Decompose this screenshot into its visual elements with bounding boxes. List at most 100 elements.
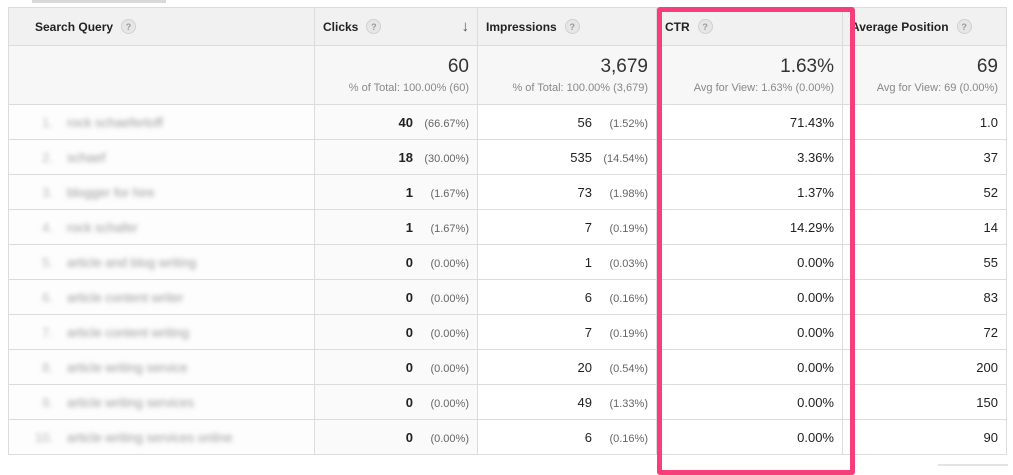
table-row[interactable]: 7. article content writing 0 (0.00%) 7 (0.19%… <box>8 314 1007 350</box>
table-row[interactable]: 6. article content writer 0 (0.00%) 6 (0.16%)… <box>8 279 1007 315</box>
search-query-cell[interactable]: 2. schaef <box>8 139 315 175</box>
help-icon[interactable]: ? <box>564 19 580 34</box>
position-cell: 14 <box>842 209 1007 245</box>
clicks-percent: (1.67%) <box>430 187 469 200</box>
clicks-value: 1 <box>405 219 413 235</box>
table-row[interactable]: 2. schaef 18 (30.00%) 535 (14.54%) 3.36% 37 <box>8 139 1007 175</box>
column-header-impressions[interactable]: Impressions ? <box>477 7 657 46</box>
row-number: 1. <box>42 114 53 130</box>
clicks-cell: 0 (0.00%) <box>314 244 478 280</box>
position-value: 52 <box>983 184 998 200</box>
column-header-average-position[interactable]: Average Position ? <box>842 7 1007 46</box>
totals-label-cell <box>8 45 315 105</box>
impressions-percent: (1.52%) <box>609 117 648 130</box>
column-header-search-query[interactable]: Search Query ? <box>8 7 315 46</box>
impressions-value: 1 <box>584 254 592 270</box>
search-query-link[interactable]: blogger for hire <box>67 184 155 200</box>
clicks-cell: 0 (0.00%) <box>314 279 478 315</box>
search-query-link[interactable]: article writing services online <box>67 429 233 445</box>
help-icon[interactable]: ? <box>366 19 382 34</box>
position-value: 72 <box>983 324 998 340</box>
table-row[interactable]: 9. article writing services 0 (0.00%) 49 (1.3… <box>8 384 1007 420</box>
row-number: 3. <box>42 184 53 200</box>
position-value: 37 <box>983 149 998 165</box>
search-query-link[interactable]: rock schafer <box>67 219 138 235</box>
search-query-link[interactable]: rock schaefertoff <box>67 114 163 130</box>
clicks-percent: (0.00%) <box>430 327 469 340</box>
search-query-cell[interactable]: 8. article writing service <box>8 349 315 385</box>
table-row[interactable]: 1. rock schaefertoff 40 (66.67%) 56 (1.52%) 71… <box>8 104 1007 140</box>
search-query-cell[interactable]: 10. article writing services online <box>8 419 315 455</box>
search-query-cell[interactable]: 6. article content writer <box>8 279 315 315</box>
totals-position-cell: 69 Avg for View: 69 (0.00%) <box>842 45 1007 105</box>
impressions-cell: 6 (0.16%) <box>477 279 657 315</box>
column-label: Clicks <box>323 19 359 34</box>
ctr-value: 0.00% <box>797 254 834 270</box>
clicks-value: 18 <box>398 149 413 165</box>
search-query-link[interactable]: article and blog writing <box>67 254 197 270</box>
header-row: Search Query ? Clicks ? ↓ Impressions ? <box>8 7 1007 46</box>
position-value: 90 <box>983 429 998 445</box>
position-cell: 37 <box>842 139 1007 175</box>
sort-descending-icon[interactable]: ↓ <box>461 18 470 35</box>
impressions-cell: 1 (0.03%) <box>477 244 657 280</box>
table-row[interactable]: 4. rock schafer 1 (1.67%) 7 (0.19%) 14.29% 14 <box>8 209 1007 245</box>
total-position-value: 69 <box>976 56 998 77</box>
impressions-value: 7 <box>584 219 592 235</box>
help-icon[interactable]: ? <box>697 19 713 34</box>
clicks-value: 40 <box>398 114 413 130</box>
position-cell: 83 <box>842 279 1007 315</box>
top-tab-strip <box>32 0 166 3</box>
search-query-table: Search Query ? Clicks ? ↓ Impressions ? <box>8 7 1007 455</box>
clicks-percent: (0.00%) <box>430 397 469 410</box>
table-row[interactable]: 8. article writing service 0 (0.00%) 20 (0.54… <box>8 349 1007 385</box>
clicks-cell: 40 (66.67%) <box>314 104 478 140</box>
ctr-cell: 0.00% <box>656 419 843 455</box>
search-query-link[interactable]: article content writer <box>67 289 184 305</box>
clicks-value: 0 <box>405 324 413 340</box>
table-row[interactable]: 10. article writing services online 0 (0.00… <box>8 419 1007 455</box>
impressions-value: 56 <box>577 114 592 130</box>
position-value: 55 <box>983 254 998 270</box>
impressions-cell: 49 (1.33%) <box>477 384 657 420</box>
search-query-link[interactable]: schaef <box>67 149 106 165</box>
search-query-link[interactable]: article writing services <box>67 394 195 410</box>
totals-clicks-cell: 60 % of Total: 100.00% (60) <box>314 45 478 105</box>
position-value: 200 <box>976 359 998 375</box>
ctr-value: 3.36% <box>797 149 834 165</box>
search-query-cell[interactable]: 7. article content writing <box>8 314 315 350</box>
clicks-value: 0 <box>405 394 413 410</box>
clicks-value: 0 <box>405 429 413 445</box>
impressions-cell: 20 (0.54%) <box>477 349 657 385</box>
position-cell: 55 <box>842 244 1007 280</box>
search-query-cell[interactable]: 5. article and blog writing <box>8 244 315 280</box>
ctr-cell: 14.29% <box>656 209 843 245</box>
help-icon[interactable]: ? <box>121 19 137 34</box>
total-impressions-value: 3,679 <box>600 56 648 77</box>
column-header-ctr[interactable]: CTR ? <box>656 7 843 46</box>
table-row[interactable]: 3. blogger for hire 1 (1.67%) 73 (1.98%) 1.37%… <box>8 174 1007 210</box>
impressions-value: 7 <box>584 324 592 340</box>
impressions-cell: 6 (0.16%) <box>477 419 657 455</box>
clicks-cell: 0 (0.00%) <box>314 419 478 455</box>
ctr-cell: 3.36% <box>656 139 843 175</box>
column-label: Average Position <box>851 19 949 34</box>
impressions-percent: (1.98%) <box>609 187 648 200</box>
totals-row: 60 % of Total: 100.00% (60) 3,679 % of T… <box>8 45 1007 105</box>
search-query-cell[interactable]: 9. article writing services <box>8 384 315 420</box>
table-row[interactable]: 5. article and blog writing 0 (0.00%) 1 (0.03… <box>8 244 1007 280</box>
help-icon[interactable]: ? <box>956 19 972 34</box>
search-query-cell[interactable]: 1. rock schaefertoff <box>8 104 315 140</box>
search-query-cell[interactable]: 3. blogger for hire <box>8 174 315 210</box>
column-label: CTR <box>665 19 690 34</box>
search-query-link[interactable]: article content writing <box>67 324 190 340</box>
search-query-cell[interactable]: 4. rock schafer <box>8 209 315 245</box>
ctr-value: 0.00% <box>797 359 834 375</box>
column-header-clicks[interactable]: Clicks ? ↓ <box>314 7 478 46</box>
clicks-cell: 1 (1.67%) <box>314 174 478 210</box>
position-value: 1.0 <box>979 114 998 130</box>
ctr-cell: 0.00% <box>656 244 843 280</box>
impressions-percent: (0.19%) <box>609 222 648 235</box>
search-query-link[interactable]: article writing service <box>67 359 188 375</box>
clicks-value: 0 <box>405 289 413 305</box>
